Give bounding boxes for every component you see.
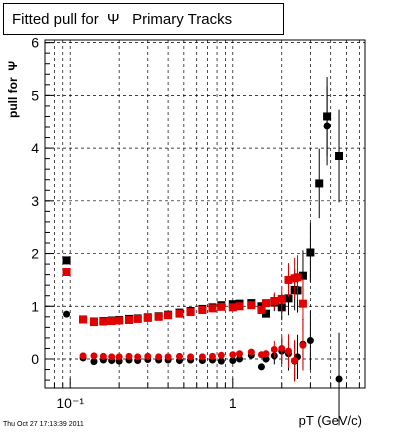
data-point-circle [108,353,116,361]
x-axis-label: pT (GeV/c) [298,413,362,428]
data-point-square [261,309,270,318]
data-point-square [261,299,270,308]
data-point-square [235,302,244,311]
data-point-circle [155,353,163,361]
x-tick-label: 1 [229,395,237,411]
chart-title: Fitted pull for Ψ Primary Tracks [12,11,233,28]
data-point-circle [198,353,206,361]
data-point-square [125,315,134,324]
data-point-square [277,294,286,303]
plot-frame [44,39,366,389]
data-point-square [298,299,307,308]
data-point-circle [236,355,244,363]
data-point-circle [63,310,71,318]
data-point-square [306,248,315,257]
data-point-circle [270,346,278,354]
data-point-square [270,297,279,305]
data-point-circle [229,357,237,365]
data-point-square [164,311,173,320]
y-tick-label: 3 [31,193,39,209]
data-point-square [247,301,256,310]
data-point-square [217,302,226,311]
data-point-square [79,315,88,324]
y-axis-label: pull for Ψ [6,60,20,118]
data-point-circle [208,352,216,360]
data-point-circle [99,352,107,360]
data-point-circle [278,344,286,352]
data-point-square [115,316,124,325]
data-point-square [89,318,98,327]
data-point-circle [291,357,299,365]
data-point-square [293,273,302,282]
data-point-circle [187,353,195,361]
data-point-circle [217,357,225,365]
data-point-circle [299,341,307,349]
data-point-circle [115,353,123,361]
data-point-circle [90,358,98,366]
data-point-circle [90,352,98,360]
data-point-square [298,271,307,280]
data-point-square [186,308,195,317]
data-point-circle [164,353,172,361]
data-point-circle [284,347,292,355]
data-point-circle [79,352,87,360]
data-point-square [154,312,163,321]
data-point-square [143,313,152,322]
data-point-circle [125,352,133,360]
data-point-square [208,304,217,313]
data-point-square [198,305,207,314]
data-point-circle [257,363,265,371]
data-point-square [335,152,344,160]
data-point-square [284,275,293,284]
data-point-square [315,179,324,188]
data-point-square [133,314,142,323]
y-tick-label: 4 [31,140,39,156]
data-point-square [175,309,184,318]
data-point-circle [323,122,331,130]
data-point-circle [335,375,343,383]
data-point-circle [306,337,314,345]
data-point-square [99,317,108,326]
data-point-square [62,268,71,276]
data-point-circle [217,351,225,359]
chart-title-box: Fitted pull for Ψ Primary Tracks [3,3,284,35]
data-point-square [107,317,116,326]
data-point-circle [262,355,270,363]
data-point-circle [229,351,237,359]
data-point-circle [262,350,270,358]
y-tick-label: 5 [31,87,39,103]
data-point-circle [144,352,152,360]
data-point-circle [236,350,244,358]
data-point-square [257,305,266,314]
y-tick-label: 0 [31,351,39,367]
y-tick-label: 2 [31,246,39,262]
data-point-circle [247,348,255,356]
data-point-square [284,294,293,303]
y-tick-label: 1 [31,298,39,314]
data-point-square [228,303,237,312]
x-tick-label: 10⁻¹ [56,395,84,411]
data-point-square [62,256,71,265]
timestamp-footer: Thu Oct 27 17:13:39 2011 [3,421,84,428]
y-tick-label: 6 [31,35,39,51]
data-point-circle [134,353,142,361]
data-point-circle [175,352,183,360]
